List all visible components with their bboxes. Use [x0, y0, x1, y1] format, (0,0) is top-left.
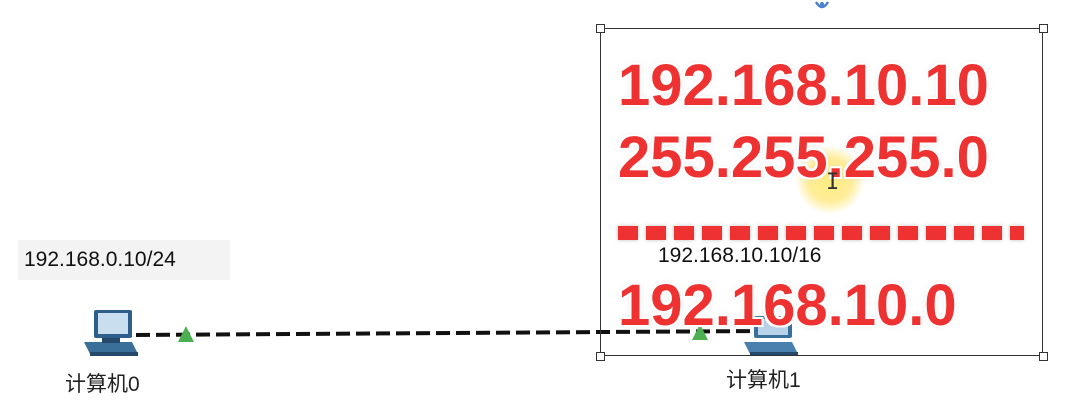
- annotation-subnet-mask: 255.255.255.0: [618, 125, 989, 190]
- resize-handle-bottom-left[interactable]: [596, 352, 605, 361]
- link-up-triangle-icon: [178, 326, 194, 342]
- annotation-network-address: 192.168.10.0: [618, 273, 957, 338]
- pc1-name: 计算机1: [726, 369, 801, 392]
- pc0-name: 计算机0: [65, 373, 140, 396]
- pc-icon[interactable]: [740, 314, 800, 360]
- link-up-triangle-icon: [692, 324, 708, 340]
- swirl-icon: [814, 1, 830, 9]
- annotation-textbox[interactable]: [600, 28, 1043, 356]
- annotation-divider: [618, 226, 1024, 240]
- pc0-ip-label: 192.168.0.10/24: [18, 240, 230, 280]
- text-cursor-icon: I: [826, 170, 840, 195]
- cursor-highlight: [796, 146, 864, 214]
- pc-icon[interactable]: [80, 308, 140, 360]
- annotation-ip-address: 192.168.10.10: [618, 53, 989, 118]
- resize-handle-top-left[interactable]: [596, 24, 605, 33]
- resize-handle-bottom-right[interactable]: [1039, 352, 1048, 361]
- resize-handle-top-right[interactable]: [1039, 24, 1048, 33]
- pc1-ip-label: 192.168.10.10/16: [658, 244, 822, 267]
